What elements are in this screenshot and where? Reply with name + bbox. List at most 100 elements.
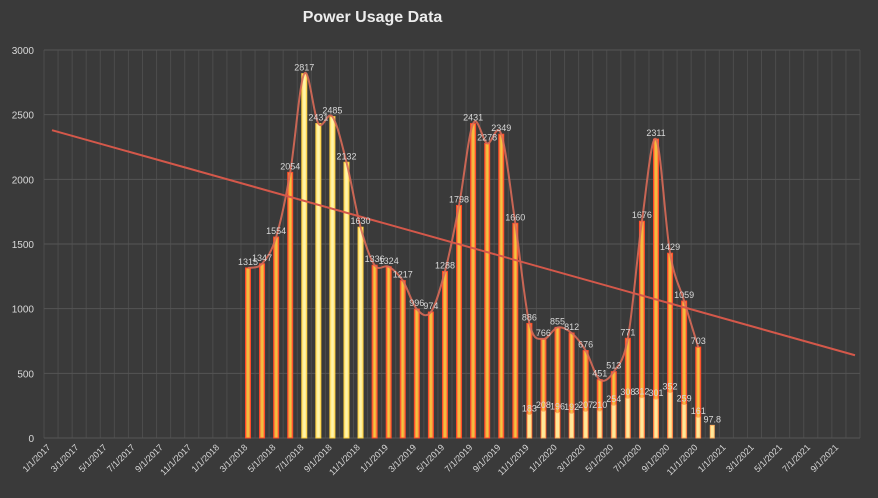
bar-secondary <box>695 416 701 439</box>
x-tick-label: 11/1/2020 <box>665 442 700 477</box>
data-label: 1336 <box>365 254 385 264</box>
x-tick-label: 3/1/2020 <box>555 442 587 474</box>
data-label: 996 <box>409 298 424 308</box>
x-tick-label: 3/1/2019 <box>386 442 418 474</box>
data-label: 1288 <box>435 260 455 270</box>
data-label: 1347 <box>252 253 272 263</box>
bar-secondary <box>597 410 603 439</box>
axis-layer: 0 500 1000 1500 2000 2500 3000 1/1/20173/1/2017… <box>12 46 841 477</box>
data-label-secondary: 254 <box>606 394 621 404</box>
data-label: 703 <box>691 336 706 346</box>
data-label: 2349 <box>491 123 511 133</box>
bar <box>371 264 378 439</box>
x-tick-label: 5/1/2017 <box>77 442 109 474</box>
data-label: 1429 <box>660 242 680 252</box>
data-label: 1217 <box>393 270 413 280</box>
data-label-secondary: 192 <box>564 402 579 412</box>
data-label-secondary: 312 <box>634 387 649 397</box>
lines-layer <box>51 72 856 382</box>
y-tick-label: 1000 <box>12 305 35 316</box>
data-label-secondary: 183 <box>522 403 537 413</box>
data-label-secondary: 97.8 <box>704 414 722 424</box>
x-tick-label: 5/1/2021 <box>752 442 784 474</box>
bar <box>484 142 491 439</box>
data-label: 1315 <box>238 257 258 267</box>
data-label: 2817 <box>294 63 314 73</box>
data-label: 2278 <box>477 132 497 142</box>
x-tick-label: 1/1/2020 <box>527 442 559 474</box>
x-tick-label: 7/1/2021 <box>780 442 812 474</box>
x-tick-label: 7/1/2018 <box>274 442 306 474</box>
data-label: 1554 <box>266 226 286 236</box>
data-label: 2431 <box>308 113 328 123</box>
y-tick-label: 500 <box>17 369 34 380</box>
bar <box>399 280 406 439</box>
trend-line <box>51 129 856 357</box>
x-tick-label: 3/1/2021 <box>724 442 756 474</box>
y-tick-label: 0 <box>28 434 34 445</box>
data-label: 2132 <box>336 151 356 161</box>
data-label-secondary: 301 <box>648 388 663 398</box>
bar-secondary <box>526 413 532 439</box>
data-label: 513 <box>606 361 621 371</box>
data-label: 855 <box>550 316 565 326</box>
x-tick-label: 1/1/2019 <box>358 442 390 474</box>
data-label: 2485 <box>322 106 342 116</box>
data-label-secondary: 161 <box>691 406 706 416</box>
x-tick-label: 9/1/2021 <box>808 442 840 474</box>
bar <box>427 311 434 439</box>
x-tick-label: 11/1/2017 <box>158 442 193 477</box>
x-tick-label: 7/1/2017 <box>105 442 137 474</box>
data-label-secondary: 207 <box>578 400 593 410</box>
bar <box>512 222 519 439</box>
data-label: 812 <box>564 322 579 332</box>
data-label-secondary: 196 <box>550 402 565 412</box>
x-tick-label: 11/1/2018 <box>327 442 362 477</box>
data-label: 2054 <box>280 161 300 171</box>
data-label: 766 <box>536 328 551 338</box>
x-tick-label: 5/1/2020 <box>583 442 615 474</box>
data-label: 1324 <box>379 256 399 266</box>
bar <box>287 171 294 439</box>
data-label-secondary: 259 <box>677 394 692 404</box>
data-label-secondary: 308 <box>620 387 635 397</box>
data-label: 1660 <box>505 212 525 222</box>
bar-secondary <box>540 410 546 439</box>
x-tick-label: 3/1/2018 <box>218 442 250 474</box>
data-label: 1676 <box>632 210 652 220</box>
x-tick-label: 7/1/2019 <box>443 442 475 474</box>
bar <box>259 263 266 439</box>
x-tick-label: 3/1/2017 <box>49 442 81 474</box>
bar-secondary <box>625 397 631 439</box>
bar <box>273 236 280 439</box>
bar <box>441 270 448 439</box>
bar <box>456 204 463 439</box>
x-tick-label: 7/1/2020 <box>611 442 643 474</box>
x-tick-label: 1/1/2021 <box>696 442 728 474</box>
data-label: 974 <box>423 301 438 311</box>
bar <box>385 266 392 439</box>
data-label: 2311 <box>646 128 665 138</box>
smoothed-line <box>247 72 700 382</box>
data-label: 676 <box>578 340 593 350</box>
data-label: 1059 <box>674 290 694 300</box>
bar-secondary <box>583 410 589 439</box>
bar-secondary <box>653 398 659 439</box>
x-tick-label: 5/1/2019 <box>415 442 447 474</box>
data-label-secondary: 210 <box>592 400 607 410</box>
x-tick-label: 11/1/2019 <box>496 442 531 477</box>
bar <box>470 123 477 439</box>
bar <box>245 267 251 439</box>
bar-secondary <box>611 404 617 439</box>
bar-secondary <box>555 412 561 439</box>
data-label: 1798 <box>449 194 469 204</box>
bar <box>343 161 350 439</box>
data-label: 886 <box>522 312 537 322</box>
data-label: 451 <box>592 369 607 379</box>
y-tick-label: 3000 <box>12 46 35 57</box>
data-label: 1630 <box>351 216 371 226</box>
data-label: 2431 <box>463 113 483 123</box>
bars-layer <box>245 73 715 439</box>
